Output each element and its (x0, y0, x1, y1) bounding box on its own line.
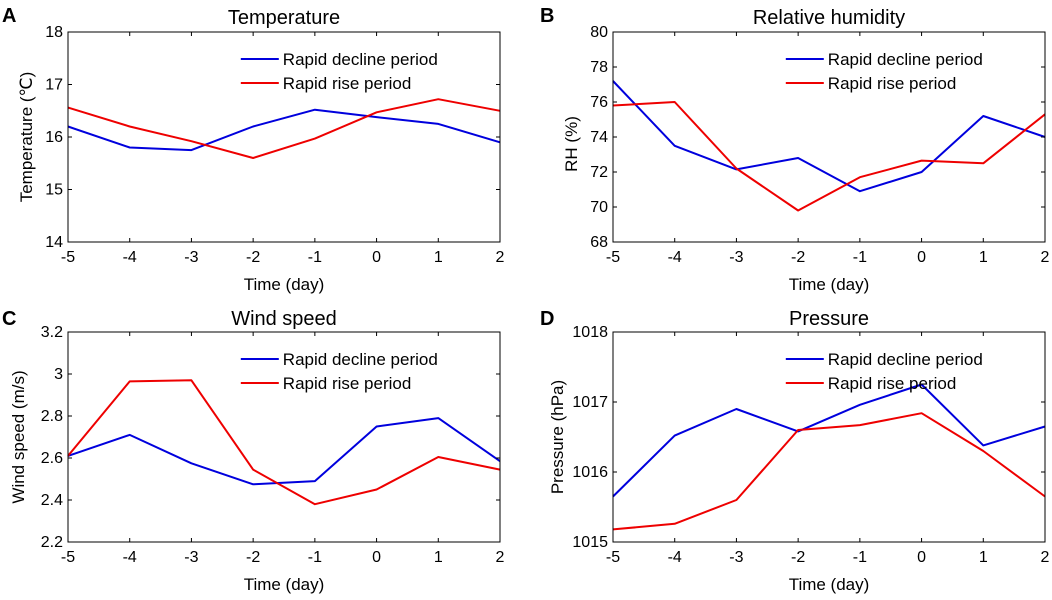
legend-label: Rapid decline period (283, 50, 438, 69)
x-tick-label: -2 (791, 249, 805, 266)
chart-title: Temperature (228, 7, 340, 29)
legend-label: Rapid decline period (828, 50, 983, 69)
x-tick-label: -4 (123, 249, 137, 266)
y-axis-label: Pressure (hPa) (548, 380, 567, 494)
axes-box (612, 331, 1046, 543)
x-tick-label: -3 (184, 549, 198, 566)
x-tick-label: -3 (729, 549, 743, 566)
legend-label: Rapid rise period (828, 74, 957, 93)
x-axis-label: Time (day) (244, 575, 325, 594)
x-tick-label: -3 (184, 249, 198, 266)
y-tick-label: 2.4 (41, 492, 63, 509)
y-axis-label: RH (%) (562, 116, 581, 172)
x-tick-label: -2 (246, 249, 260, 266)
series-line-rise (612, 412, 1046, 531)
x-tick-label: 1 (979, 249, 988, 266)
y-tick-label: 1017 (572, 394, 608, 411)
legend-label: Rapid rise period (828, 374, 957, 393)
series-line-rise (612, 101, 1046, 212)
y-tick-label: 14 (45, 234, 63, 251)
y-tick-label: 3.2 (41, 324, 63, 341)
x-tick-label: -1 (308, 549, 322, 566)
x-tick-label: 0 (917, 249, 926, 266)
panel-temperature: A Temperature Time (day) Temperature (℃)… (2, 5, 505, 294)
x-tick-label: -4 (123, 549, 137, 566)
x-tick-label: -1 (853, 549, 867, 566)
x-tick-label: 2 (496, 549, 505, 566)
x-tick-label: -4 (668, 549, 682, 566)
y-tick-label: 78 (590, 59, 608, 76)
plot-area: -5 -4 -3 -2 -1 0 1 2 1015 1016 1017 1018 Rapid decli… (572, 324, 1049, 566)
series-line-rise (67, 379, 501, 506)
y-tick-label: 80 (590, 24, 608, 41)
x-tick-label: -1 (308, 249, 322, 266)
y-tick-label: 3 (54, 366, 63, 383)
x-tick-label: 0 (372, 249, 381, 266)
legend-label: Rapid rise period (283, 374, 412, 393)
x-tick-label: 1 (434, 249, 443, 266)
chart-title: Relative humidity (753, 7, 905, 29)
legend-label: Rapid decline period (283, 350, 438, 369)
x-tick-label: -4 (668, 249, 682, 266)
panel-letter: D (540, 308, 554, 330)
panel-pressure: D Pressure Time (day) Pressure (hPa) -5-… (540, 308, 1050, 594)
y-tick-label: 2.6 (41, 450, 63, 467)
series-line-rise (67, 98, 501, 159)
y-axis-label: Temperature (℃) (17, 72, 36, 203)
x-tick-label: 0 (917, 549, 926, 566)
y-tick-label: 72 (590, 164, 608, 181)
y-tick-label: 2.8 (41, 408, 63, 425)
plot-area: -5 -4 -3 -2 -1 0 1 2 68 70 72 74 76 78 80 Rapid decline… (590, 24, 1049, 266)
y-tick-label: 70 (590, 199, 608, 216)
y-tick-label: 16 (45, 129, 63, 146)
x-axis-label: Time (day) (244, 275, 325, 294)
series-line-decline (67, 108, 501, 152)
x-tick-label: -1 (853, 249, 867, 266)
x-tick-label: 2 (1041, 249, 1050, 266)
x-tick-label: 1 (434, 549, 443, 566)
x-tick-label: -5 (61, 249, 75, 266)
y-tick-label: 18 (45, 24, 63, 41)
x-tick-label: -5 (606, 549, 620, 566)
x-tick-label: 2 (1041, 549, 1050, 566)
panel-letter: A (2, 5, 16, 27)
x-tick-label: 2 (496, 249, 505, 266)
y-tick-label: 17 (45, 77, 63, 94)
x-tick-label: -5 (61, 549, 75, 566)
y-tick-label: 1018 (572, 324, 608, 341)
panel-letter: C (2, 308, 16, 330)
panel-relative-humidity: B Relative humidity Time (day) RH (%) -5… (540, 5, 1050, 294)
x-tick-label: 0 (372, 549, 381, 566)
chart-title: Wind speed (231, 308, 337, 330)
series-line-decline (612, 80, 1046, 193)
plot-area: -5 -4 -3 -2 -1 0 1 2 2.2 2.4 2.6 2.8 3 3.2 Rapid decli… (41, 324, 505, 566)
x-tick-label: -2 (791, 549, 805, 566)
panel-letter: B (540, 5, 554, 27)
y-tick-label: 76 (590, 94, 608, 111)
x-tick-label: -5 (606, 249, 620, 266)
y-tick-label: 2.2 (41, 534, 63, 551)
legend-label: Rapid rise period (283, 74, 412, 93)
plot-area: -5 -4 -3 -2 -1 0 1 2 14 15 16 17 18 Rapid decline per… (45, 24, 504, 266)
series-line-decline (67, 417, 501, 486)
y-tick-label: 74 (590, 129, 608, 146)
panel-wind-speed: C Wind speed Time (day) Wind speed (m/s)… (2, 308, 505, 594)
series-line-decline (612, 383, 1046, 498)
axes-box (67, 331, 501, 543)
y-tick-label: 1016 (572, 464, 608, 481)
y-axis-label: Wind speed (m/s) (9, 370, 28, 503)
x-axis-label: Time (day) (789, 275, 870, 294)
x-tick-label: -3 (729, 249, 743, 266)
chart-title: Pressure (789, 308, 869, 330)
x-axis-label: Time (day) (789, 575, 870, 594)
y-tick-label: 15 (45, 182, 63, 199)
x-tick-label: -2 (246, 549, 260, 566)
y-tick-label: 1015 (572, 534, 608, 551)
legend-label: Rapid decline period (828, 350, 983, 369)
y-tick-label: 68 (590, 234, 608, 251)
x-tick-label: 1 (979, 549, 988, 566)
